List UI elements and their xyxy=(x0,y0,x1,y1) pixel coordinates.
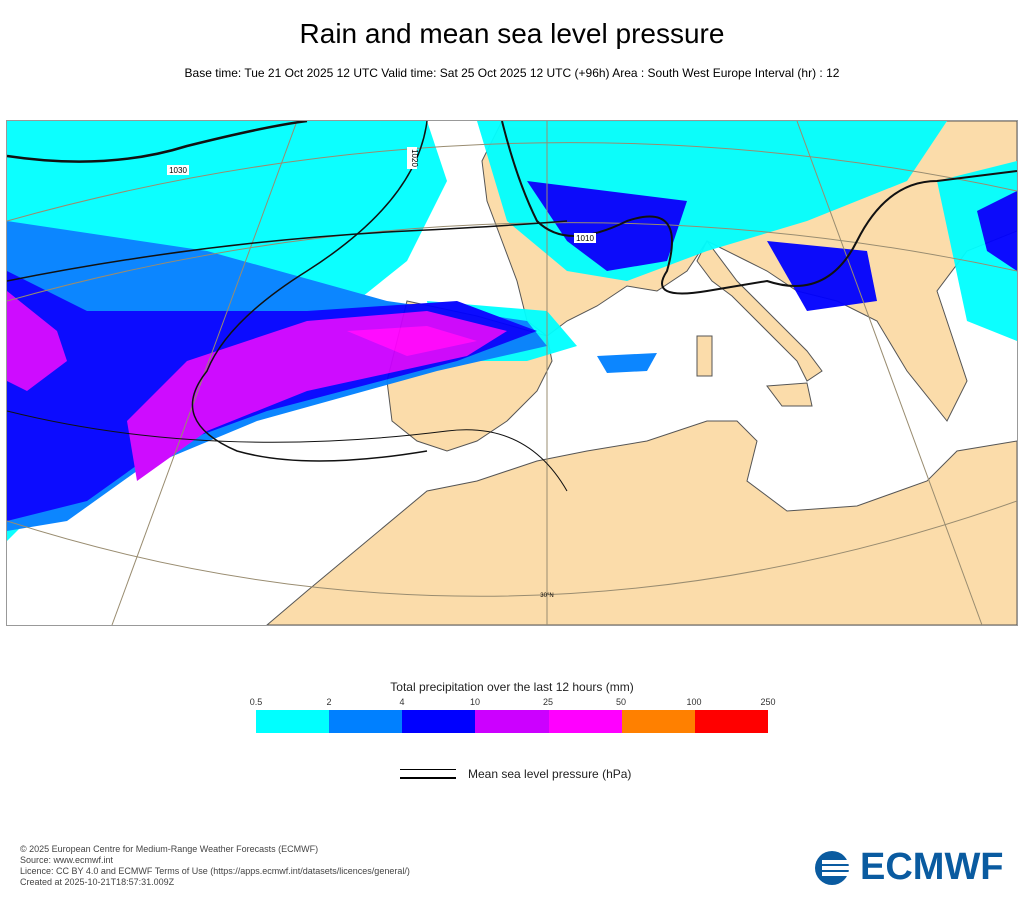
colorbar-tick: 4 xyxy=(399,697,405,707)
colorbar-segment xyxy=(402,710,476,733)
pressure-legend-line xyxy=(400,769,456,770)
ecmwf-logo: ECMWF xyxy=(814,846,1004,889)
isobar-label-1010: 1010 xyxy=(576,234,594,243)
colorbar-segment xyxy=(256,710,330,733)
pressure-legend-line-bold xyxy=(400,777,456,779)
colorbar-segment xyxy=(548,710,622,733)
latitude-label: 30°N xyxy=(540,593,553,599)
pressure-legend-label: Mean sea level pressure (hPa) xyxy=(468,767,632,781)
colorbar-title: Total precipitation over the last 12 hou… xyxy=(390,680,634,694)
colorbar-segment xyxy=(475,710,549,733)
colorbar-tick: 25 xyxy=(542,697,554,707)
land-italy xyxy=(696,240,823,382)
colorbar-tick: 50 xyxy=(615,697,627,707)
copyright-text: © 2025 European Centre for Medium-Range … xyxy=(20,844,319,854)
chart-title: Rain and mean sea level pressure xyxy=(299,18,725,49)
licence-text: Licence: CC BY 4.0 and ECMWF Terms of Us… xyxy=(20,866,410,876)
isobar-label-1030: 1030 xyxy=(169,166,187,175)
land-africa xyxy=(265,420,1018,626)
chart-subtitle: Base time: Tue 21 Oct 2025 12 UTC Valid … xyxy=(184,66,840,80)
footer: © 2025 European Centre for Medium-Range … xyxy=(20,844,410,888)
ecmwf-logo-icon xyxy=(815,850,852,885)
map-labels: 1030 1020 1010 30°N xyxy=(167,147,596,599)
colorbar-tick: 10 xyxy=(469,697,481,707)
colorbar-tick: 100 xyxy=(686,697,702,707)
graticule xyxy=(6,120,1018,626)
colorbar-tick: 0.5 xyxy=(249,697,263,707)
isobars xyxy=(6,119,1018,492)
precipitation xyxy=(7,121,1017,541)
colorbar-segment xyxy=(694,710,768,733)
created-text: Created at 2025-10-21T18:57:31.009Z xyxy=(20,877,175,887)
land-sardinia xyxy=(696,335,713,377)
colorbar xyxy=(256,710,768,733)
land-sicily xyxy=(766,382,813,407)
colorbar-tick: 250 xyxy=(760,697,776,707)
logo-text: ECMWF xyxy=(860,846,1004,888)
isobar-label-1020: 1020 xyxy=(410,149,419,167)
weather-map: 1030 1020 1010 30°N xyxy=(6,119,1018,626)
colorbar-segment xyxy=(621,710,695,733)
colorbar-tick: 2 xyxy=(326,697,332,707)
colorbar-segment xyxy=(329,710,403,733)
source-text: Source: www.ecmwf.int xyxy=(20,855,114,865)
